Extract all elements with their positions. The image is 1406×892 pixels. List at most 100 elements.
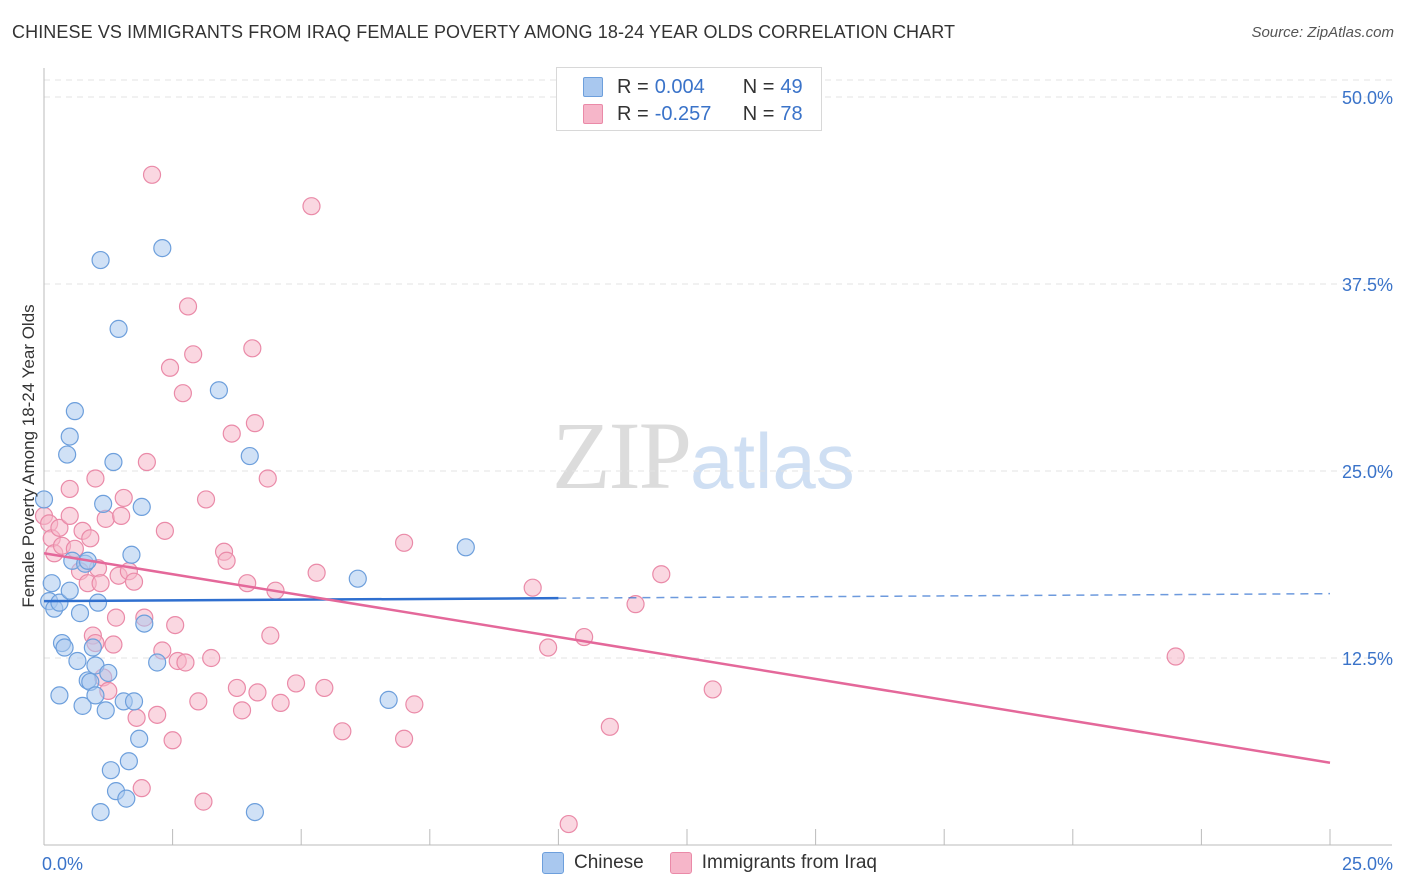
chinese-point	[50, 686, 69, 705]
iraq-point	[302, 197, 321, 216]
iraq-point	[652, 565, 671, 584]
y-tick-label: 50.0%	[1342, 88, 1393, 108]
chinese-point	[104, 452, 123, 472]
iraq-point	[148, 705, 167, 724]
legend-r-value: -0.257	[654, 102, 712, 125]
iraq-point	[405, 695, 424, 714]
iraq-point	[50, 518, 69, 537]
chinese-point	[91, 250, 110, 270]
iraq-point	[194, 792, 213, 811]
y-axis-label: Female Poverty Among 18-24 Year Olds	[19, 304, 38, 607]
iraq-point	[166, 615, 185, 635]
bottom-legend-iraq[interactable]: Immigrants from Iraq	[669, 852, 877, 874]
iraq-point	[155, 521, 174, 540]
chinese-point	[83, 638, 102, 657]
chinese-point	[135, 614, 154, 633]
legend-r-label: R =	[617, 75, 649, 98]
iraq-point	[232, 701, 252, 720]
chinese-point	[379, 690, 398, 709]
iraq-point	[173, 384, 192, 403]
chinese-trend-line	[43, 596, 559, 603]
chinese-point	[86, 686, 105, 705]
iraq-point	[243, 339, 262, 358]
chinese-point	[42, 574, 61, 593]
iraq-point	[160, 358, 180, 377]
chinese-point	[94, 494, 113, 514]
axes	[43, 68, 1392, 846]
chinese-point	[209, 381, 228, 400]
iraq-point	[81, 529, 100, 548]
chinese-point	[109, 319, 128, 338]
legend-n-label: N =	[742, 75, 775, 98]
iraq-point	[559, 814, 578, 834]
iraq-point	[245, 414, 265, 433]
iraq-point	[176, 653, 195, 672]
iraq-point	[163, 731, 182, 750]
iraq-point	[217, 551, 236, 570]
watermark-zip: ZIP	[552, 402, 692, 509]
iraq-point	[394, 729, 414, 748]
iraq-point	[112, 506, 131, 525]
iraq-point	[184, 345, 203, 364]
iraq-point	[222, 424, 241, 443]
iraq-point	[60, 479, 79, 499]
chinese-point	[50, 593, 69, 612]
iraq-point	[96, 509, 115, 528]
iraq-point	[703, 680, 722, 699]
chinese-point	[91, 802, 110, 822]
iraq-point	[307, 563, 326, 582]
chinese-point	[99, 663, 118, 683]
iraq-point	[261, 626, 280, 645]
iraq-point	[333, 722, 352, 741]
iraq-point	[132, 779, 151, 798]
chinese-point	[130, 729, 149, 748]
iraq-point	[124, 572, 144, 591]
y-tick-label: 37.5%	[1342, 275, 1393, 295]
legend-row-chinese: R = 0.004 N = 49	[557, 74, 803, 100]
legend-r-label: R =	[617, 102, 649, 125]
chinese-point	[58, 445, 77, 464]
iraq-point	[626, 595, 645, 614]
chinese-points	[34, 238, 475, 822]
trend-lines	[43, 552, 1331, 764]
chinese-point	[245, 802, 265, 822]
bottom-legend-swatch-chinese	[542, 852, 564, 874]
source-label: Source: ZipAtlas.com	[1251, 24, 1394, 41]
iraq-point	[227, 678, 246, 698]
chinese-point	[96, 701, 115, 720]
iraq-point	[142, 165, 162, 184]
chinese-point	[122, 545, 141, 564]
bottom-legend-swatch-iraq	[669, 852, 692, 874]
chinese-point	[65, 402, 84, 421]
iraq-point	[196, 490, 216, 509]
legend-r-value: 0.004	[654, 75, 705, 98]
bottom-legend-label-iraq: Immigrants from Iraq	[701, 852, 877, 873]
tick-labels: 12.5% 25.0% 37.5% 50.0% 0.0% 25.0%	[42, 88, 1393, 874]
iraq-point	[178, 297, 198, 316]
y-tick-label: 12.5%	[1342, 649, 1393, 669]
iraq-point	[91, 574, 110, 593]
legend-n-label: N =	[742, 102, 775, 125]
x-tick-label: 25.0%	[1342, 854, 1393, 874]
iraq-point	[238, 574, 257, 593]
chinese-point	[148, 653, 167, 672]
chinese-point	[34, 490, 54, 509]
legend: R = 0.004 N = 49 R = -0.257 N = 78	[556, 67, 822, 131]
chinese-point	[132, 497, 151, 517]
chinese-point	[101, 761, 120, 780]
iraq-point	[394, 533, 414, 552]
iraq-point	[86, 469, 105, 488]
chinese-point	[119, 752, 138, 771]
chinese-point	[153, 238, 172, 258]
grid-lines	[44, 79, 1392, 659]
bottom-legend-chinese[interactable]: Chinese	[542, 852, 644, 874]
chinese-point	[73, 696, 92, 715]
iraq-point	[106, 608, 126, 627]
chinese-point	[70, 604, 90, 623]
iraq-point	[248, 683, 267, 702]
chinese-point	[124, 692, 144, 711]
chinese-point	[68, 651, 87, 671]
chinese-point	[240, 446, 259, 466]
chinese-point	[456, 538, 475, 557]
